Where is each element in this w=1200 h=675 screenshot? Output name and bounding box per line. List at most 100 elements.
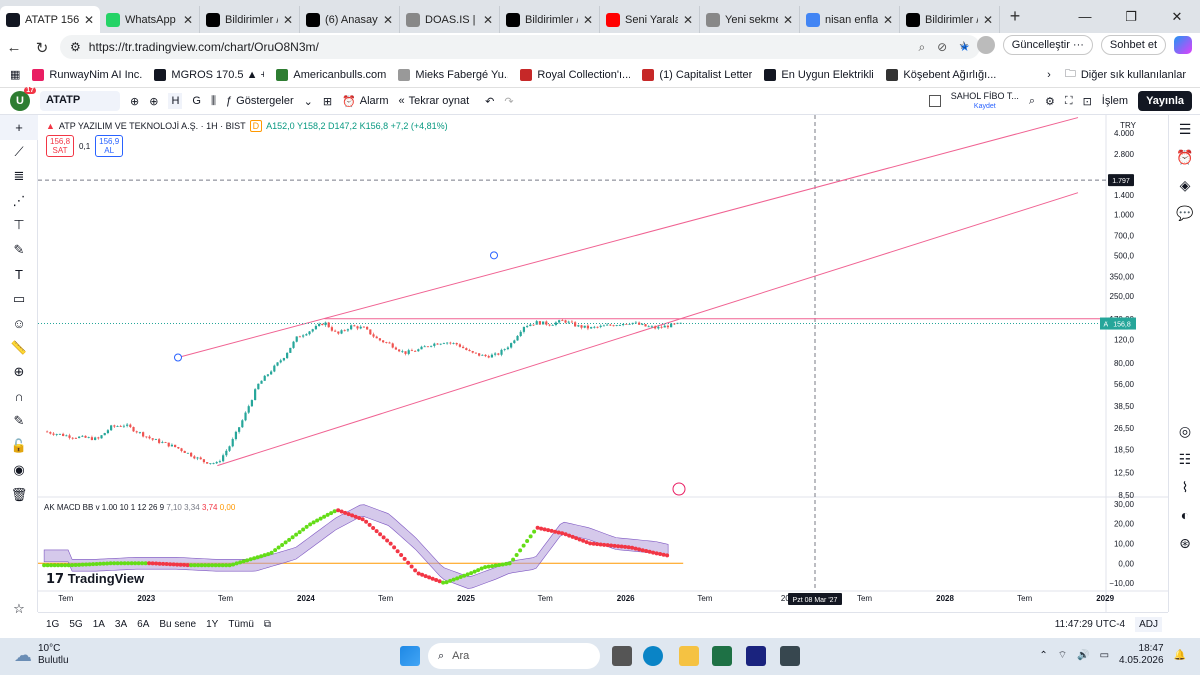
minimize-icon[interactable]: — xyxy=(1078,9,1092,24)
volume-icon[interactable]: 🔊 xyxy=(1077,649,1090,661)
buy-button[interactable]: 156,9 AL xyxy=(95,135,124,157)
undo-icon[interactable]: ↶ xyxy=(485,95,495,108)
favorites-star-icon[interactable]: ☆ xyxy=(13,601,25,617)
trendline-icon[interactable]: ⟋ xyxy=(14,143,24,159)
chart-app-icon[interactable] xyxy=(780,646,800,666)
pattern-icon[interactable]: ⋰ xyxy=(12,192,26,208)
zoom-in-icon[interactable]: ⊕ xyxy=(13,364,25,380)
range-button[interactable]: Bu sene xyxy=(159,619,197,630)
snapshot-icon[interactable]: ⊡ xyxy=(1082,95,1092,108)
interval-button[interactable]: G xyxy=(192,95,201,107)
range-button[interactable]: 5G xyxy=(69,619,83,630)
reload-icon[interactable]: ↻ xyxy=(35,39,49,57)
bookmark-item[interactable]: RunwayNim AI Inc... xyxy=(32,68,142,81)
network-icon[interactable]: ⌔ xyxy=(1057,649,1068,661)
range-button[interactable]: 1G xyxy=(46,619,60,630)
compare-icon[interactable]: ⊕ xyxy=(130,95,140,108)
browser-tab[interactable]: WhatsApp Bu ✕ xyxy=(100,6,200,33)
bookmarks-more-icon[interactable]: › xyxy=(1047,68,1051,81)
bookmark-item[interactable]: Royal Collection'ı... xyxy=(520,68,630,81)
browser-tab[interactable]: Yeni sekme ✕ xyxy=(700,6,800,33)
close-window-icon[interactable]: ✕ xyxy=(1171,8,1183,24)
layout-checkbox[interactable] xyxy=(928,95,941,107)
bookmark-item[interactable]: (1) Capitalist Letter... xyxy=(642,68,752,81)
goto-date-icon[interactable]: ⧉ xyxy=(263,619,272,630)
calendar-icon[interactable]: ◐ xyxy=(1180,507,1190,523)
close-tab-icon[interactable]: ✕ xyxy=(882,12,893,27)
close-tab-icon[interactable]: ✕ xyxy=(782,12,793,27)
new-tab-icon[interactable]: + xyxy=(1009,6,1021,26)
m-app-icon[interactable] xyxy=(746,646,766,666)
weather-widget[interactable]: ☁ 10°C Bulutlu xyxy=(14,643,69,667)
chat-icon[interactable]: 💬 xyxy=(1176,204,1194,221)
bookmark-item[interactable]: Americanbulls.com... xyxy=(276,68,386,81)
layouts-icon[interactable]: ⊞ xyxy=(322,95,333,108)
text-icon[interactable]: T xyxy=(15,266,23,282)
candles-icon[interactable]: ⫼ xyxy=(210,94,217,107)
browser-tab[interactable]: Bildirimler / X ✕ xyxy=(200,6,300,33)
favorites-icon[interactable]: ☆ xyxy=(958,39,969,52)
trade-button[interactable]: İşlem xyxy=(1101,95,1129,107)
range-button[interactable]: 6A xyxy=(137,619,150,630)
start-icon[interactable] xyxy=(400,646,420,666)
bookmark-item[interactable]: Köşebent Ağırlığı... xyxy=(886,68,996,81)
tray-chevron-icon[interactable]: ⌃ xyxy=(1039,649,1048,661)
layout-name[interactable]: SAHOL FİBO T... Kaydet xyxy=(951,91,1019,111)
bookmark-item[interactable]: Mieks Fabergé Yu... xyxy=(398,68,508,81)
profile-avatar[interactable] xyxy=(976,36,995,54)
browser-tab[interactable]: nisan enflasy ✕ xyxy=(800,6,900,33)
alerts-icon[interactable]: ⏰ xyxy=(1176,148,1194,165)
range-button[interactable]: 1A xyxy=(92,619,105,630)
apps-icon[interactable]: ▦ xyxy=(10,69,21,81)
chat-button[interactable]: Sohbet et xyxy=(1100,35,1166,55)
browser-tab[interactable]: Seni Yaralaya ✕ xyxy=(600,6,700,33)
magnet-icon[interactable]: ∩ xyxy=(14,389,24,405)
back-icon[interactable]: ← xyxy=(6,39,22,56)
taskbar-search[interactable]: ⌕ Ara xyxy=(428,643,600,669)
collapse-icon[interactable]: ▲ xyxy=(46,121,55,131)
range-button[interactable]: 3A xyxy=(114,619,128,630)
streams-icon[interactable]: ⌇ xyxy=(1181,478,1189,495)
eye-icon[interactable]: ◉ xyxy=(13,462,25,478)
range-button[interactable]: Tümü xyxy=(228,619,254,630)
close-tab-icon[interactable]: ✕ xyxy=(83,12,94,27)
symbol-search[interactable]: ATATP xyxy=(40,91,120,111)
object-tree-icon[interactable]: ◈ xyxy=(1179,176,1191,193)
fullscreen-icon[interactable]: ⛶ xyxy=(1064,94,1073,107)
lock-drawing-icon[interactable]: ✎ xyxy=(13,413,25,429)
bookmark-item[interactable]: MGROS 170.5 ▲ +... xyxy=(154,68,264,81)
watchlist-icon[interactable]: ☰ xyxy=(1178,120,1192,137)
explorer-icon[interactable] xyxy=(679,646,699,666)
edge-icon[interactable] xyxy=(643,646,663,666)
publish-button[interactable]: Yayınla xyxy=(1138,91,1192,111)
replay-button[interactable]: «Tekrar oynat xyxy=(399,95,470,107)
forecast-icon[interactable]: ⊤ xyxy=(13,217,25,233)
help-icon[interactable]: ⊛ xyxy=(1179,534,1191,551)
url-field[interactable]: ⚙ https://tr.tradingview.com/chart/OruO8… xyxy=(60,35,980,59)
note-icon[interactable]: ▭ xyxy=(12,290,26,306)
close-tab-icon[interactable]: ✕ xyxy=(282,12,293,27)
interval-h[interactable]: H xyxy=(168,93,183,109)
favorite-star-icon[interactable]: ★ xyxy=(959,39,970,54)
browser-tab[interactable]: ATATP 156,8 ▲ ✕ xyxy=(0,6,100,33)
tracking-icon[interactable]: ⊘ xyxy=(937,39,948,54)
indicators-button[interactable]: ƒ Göstergeler xyxy=(226,95,294,107)
lock-icon[interactable]: 🔓 xyxy=(10,437,28,453)
battery-icon[interactable]: ▭ xyxy=(1099,649,1110,661)
bookmark-item[interactable]: En Uygun Elektrikli... xyxy=(764,68,874,81)
add-symbol-icon[interactable]: ⊕ xyxy=(149,95,159,108)
quick-search-icon[interactable]: ⌕ xyxy=(1028,94,1035,107)
trash-icon[interactable]: 🗑 xyxy=(10,486,28,502)
crosshair-icon[interactable]: + xyxy=(0,115,38,140)
sell-button[interactable]: 156,8 SAT xyxy=(46,135,75,157)
redo-icon[interactable]: ↷ xyxy=(504,95,514,108)
task-view-icon[interactable] xyxy=(612,646,632,666)
range-button[interactable]: 1Y xyxy=(206,619,219,630)
other-bookmarks[interactable]: 🗀 Diğer sık kullanılanlar xyxy=(1065,65,1186,84)
maximize-icon[interactable]: ❐ xyxy=(1125,8,1137,24)
close-tab-icon[interactable]: ✕ xyxy=(182,12,193,27)
user-avatar[interactable]: U 17 xyxy=(10,87,36,111)
templates-icon[interactable]: ⌄ xyxy=(303,95,313,108)
price-chart[interactable]: 4.000 2.800 1.400 1.000 700,0 500,0 350,00 250,… xyxy=(38,115,1168,612)
browser-tab[interactable]: DOAS.IS | Pro ✕ xyxy=(400,6,500,33)
